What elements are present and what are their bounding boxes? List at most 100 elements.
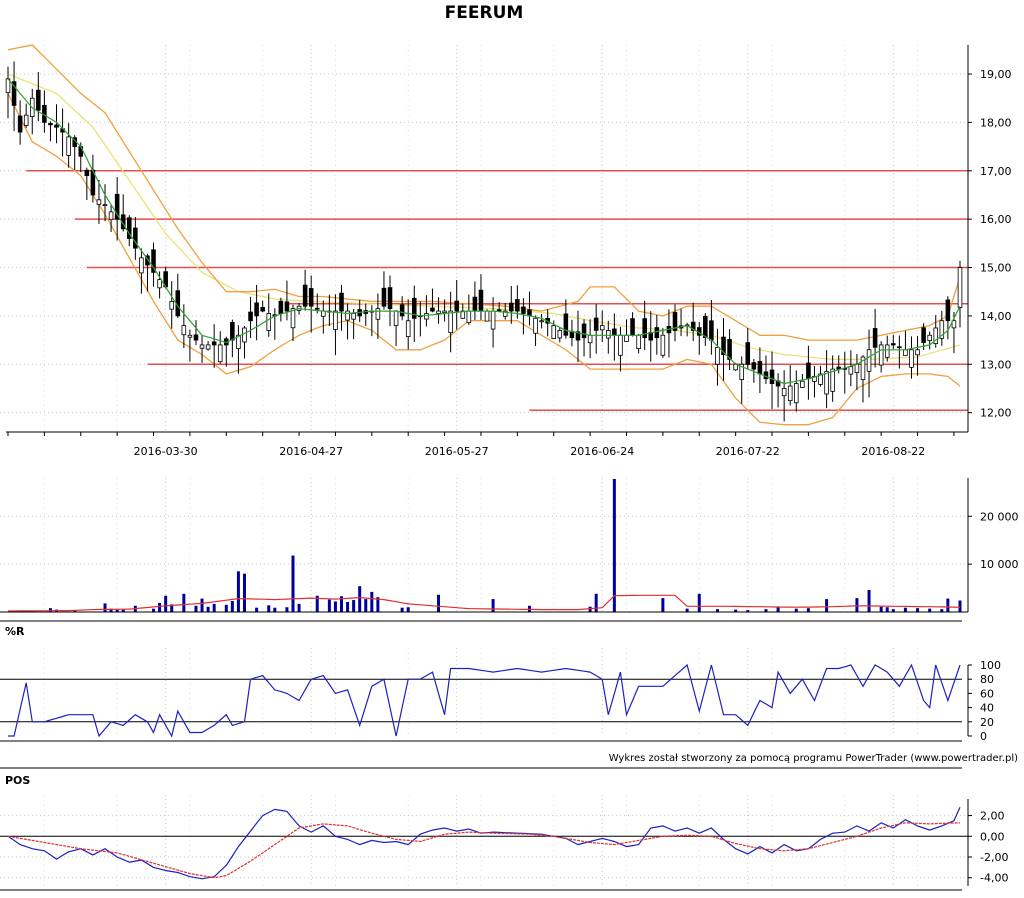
candle-up xyxy=(824,371,829,395)
volume-bar xyxy=(855,598,859,612)
candle-up xyxy=(405,320,411,337)
candle-up xyxy=(96,199,102,205)
candle-up xyxy=(217,344,223,363)
candle-up xyxy=(442,310,447,314)
pos-tick-label: -2,00 xyxy=(980,851,1008,864)
pos-signal-line xyxy=(7,822,961,879)
candle-down xyxy=(515,299,520,312)
volume-bar xyxy=(273,607,277,612)
volume-bar xyxy=(958,600,962,612)
pos-panel: 2,00 0,00 -2,00 -4,00 xyxy=(0,795,1008,891)
volume-bar xyxy=(916,608,920,612)
candle-down xyxy=(193,334,199,341)
candle-up xyxy=(660,334,666,356)
volume-bar xyxy=(291,555,295,612)
pos-line xyxy=(7,807,961,880)
price-tick-label: 12,00 xyxy=(980,407,1012,420)
pos-tick-label: -4,00 xyxy=(980,872,1008,885)
candle-up xyxy=(169,300,174,310)
volume-bar xyxy=(776,606,780,612)
candle-up xyxy=(618,334,623,356)
candle-up xyxy=(205,344,211,350)
volume-bar xyxy=(685,608,689,612)
volume-bar xyxy=(903,607,907,612)
candle-down xyxy=(769,369,775,385)
candle-down xyxy=(630,318,635,336)
candle-down xyxy=(248,311,253,322)
candle-up xyxy=(108,211,114,221)
candle-up xyxy=(424,313,429,320)
candle-up xyxy=(909,349,914,368)
price-x-tick-label: 2016-06-24 xyxy=(570,445,634,458)
candle-up xyxy=(436,310,441,314)
candle-up xyxy=(794,383,799,404)
price-tick-label: 17,00 xyxy=(980,165,1012,178)
volume-bar xyxy=(734,609,738,612)
candle-down xyxy=(581,323,587,339)
candle-down xyxy=(211,341,217,346)
volume-bar xyxy=(794,608,798,612)
volume-bar xyxy=(267,605,271,612)
volume-bar xyxy=(825,599,829,612)
pos-tick-label: 0,00 xyxy=(980,830,1005,843)
candle-down xyxy=(751,362,757,370)
candle-down xyxy=(11,81,17,106)
candle-down xyxy=(654,327,660,339)
candle-down xyxy=(642,318,647,339)
volume-bar xyxy=(364,599,368,612)
volume-bar xyxy=(255,607,259,612)
candle-up xyxy=(739,363,744,380)
wr-tick-label: 100 xyxy=(980,659,1001,672)
candle-down xyxy=(430,307,435,312)
candle-up xyxy=(23,114,29,126)
volume-bar xyxy=(400,607,404,612)
candle-up xyxy=(866,349,872,372)
candle-up xyxy=(393,310,399,326)
volume-bar xyxy=(588,606,592,612)
candle-down xyxy=(254,302,259,317)
volume-bar xyxy=(109,608,113,612)
volume-bar xyxy=(806,608,810,612)
price-tick-label: 14,00 xyxy=(980,310,1012,323)
candle-up xyxy=(484,310,490,322)
candle-up xyxy=(5,78,11,94)
candle-down xyxy=(478,289,484,312)
candle-up xyxy=(939,320,945,339)
volume-bar xyxy=(158,602,162,612)
candle-down xyxy=(308,288,314,307)
volume-bar xyxy=(200,598,204,612)
candle-down xyxy=(806,362,811,380)
volume-bar xyxy=(297,603,301,612)
price-tick-label: 19,00 xyxy=(980,68,1012,81)
candle-down xyxy=(230,322,235,341)
candle-up xyxy=(606,330,611,339)
wr-tick-label: 20 xyxy=(980,716,994,729)
candle-up xyxy=(715,346,720,365)
candle-down xyxy=(278,300,284,314)
candle-up xyxy=(460,310,466,319)
volume-bar xyxy=(224,604,228,612)
chart-title: FEERUM xyxy=(445,3,524,23)
candle-up xyxy=(351,313,356,320)
volume-panel: 20 000 10 000 xyxy=(0,478,1019,622)
volume-bar xyxy=(437,594,441,612)
candle-up xyxy=(951,320,957,329)
wr-tick-label: 80 xyxy=(980,673,994,686)
candle-up xyxy=(333,310,338,330)
candle-up xyxy=(66,136,71,156)
candle-up xyxy=(557,330,563,339)
candle-up xyxy=(800,380,805,388)
volume-bar xyxy=(170,604,174,612)
volume-bar xyxy=(764,609,768,612)
volume-bar xyxy=(885,607,889,612)
candle-up xyxy=(533,317,538,334)
candle-up xyxy=(927,334,932,341)
williams-r-label: %R xyxy=(5,625,25,638)
price-tick-label: 13,00 xyxy=(980,358,1012,371)
slow-moving-average-line xyxy=(7,73,961,360)
volume-bar xyxy=(182,593,186,612)
volume-bar xyxy=(867,589,871,612)
candle-up xyxy=(599,325,605,331)
candle-up xyxy=(781,388,787,397)
wr-tick-label: 40 xyxy=(980,702,994,715)
